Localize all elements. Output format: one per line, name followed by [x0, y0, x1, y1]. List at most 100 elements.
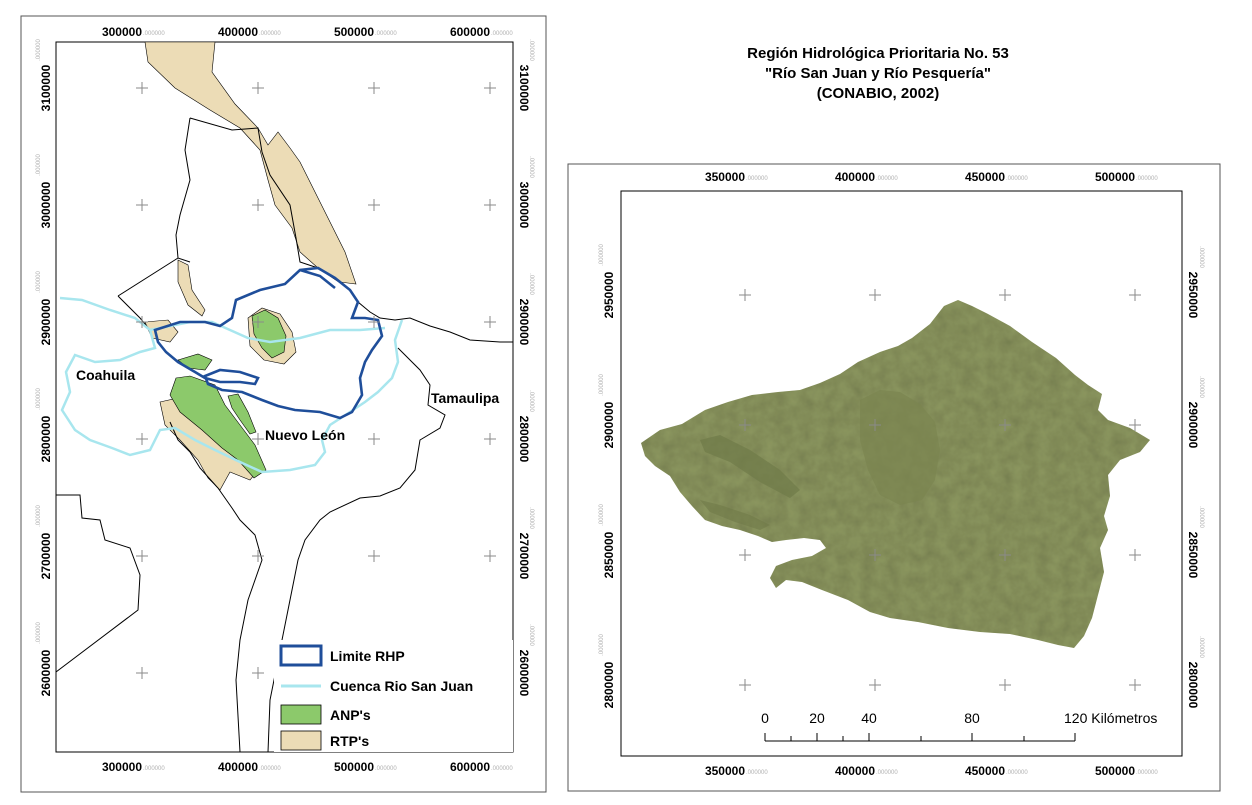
left-grid-crosses [136, 82, 496, 679]
right-side-ticks-west: 2950000 .000000 2900000 .000000 2850000 … [599, 244, 616, 709]
left-top-tick-label: 600000 [450, 25, 490, 39]
left-west-tick-decimal: .000000 [36, 39, 42, 61]
left-top-tick-label: 400000 [218, 25, 258, 39]
right-bottom-tick-label: 500000 [1095, 764, 1135, 778]
left-east-tick-label: 2800000 [517, 416, 531, 463]
right-bottom-tick-label: 450000 [965, 764, 1005, 778]
label-coahuila: Coahuila [76, 367, 135, 383]
left-top-tick-decimal: .000000 [375, 31, 397, 37]
left-west-tick-label: 2900000 [39, 298, 53, 345]
left-top-tick-decimal: .000000 [259, 31, 281, 37]
right-top-tick-decimal: .000000 [876, 176, 898, 182]
relief-ridge-west [700, 435, 800, 498]
scale-bar: 0 20 40 80 120 Kilómetros [761, 710, 1157, 742]
label-nuevo-leon: Nuevo León [265, 427, 345, 443]
map-title-line-1: Región Hidrológica Prioritaria No. 53 [747, 45, 1009, 62]
left-west-tick-label: 2700000 [39, 532, 53, 579]
limite-rhp-line [153, 266, 384, 420]
right-top-tick-decimal: .000000 [1006, 176, 1028, 182]
right-top-tick-label: 450000 [965, 170, 1005, 184]
left-bottom-tick-decimal: .000000 [259, 766, 281, 772]
label-tamaulipas: Tamaulipa [431, 390, 499, 406]
scale-label-120-km: 120 Kilómetros [1064, 710, 1157, 726]
legend-swatch-limite-rhp [279, 644, 323, 667]
left-bottom-ticks: 300000 .000000 400000 .000000 500000 .00… [102, 760, 513, 774]
right-east-tick-label: 2950000 [1186, 272, 1200, 319]
right-top-tick-label: 350000 [705, 170, 745, 184]
rtp-region-north [144, 42, 357, 285]
left-east-tick-label: 3000000 [517, 182, 531, 229]
right-bottom-tick-label: 400000 [835, 764, 875, 778]
left-bottom-tick-decimal: .000000 [491, 766, 513, 772]
scale-label-80: 80 [964, 710, 980, 726]
right-east-tick-decimal: .000000 [1198, 376, 1204, 398]
right-west-tick-decimal: .000000 [599, 374, 605, 396]
right-grid-crosses [739, 289, 1141, 691]
right-west-tick-label: 2950000 [602, 271, 616, 318]
left-east-tick-decimal: .000000 [528, 390, 534, 412]
left-east-tick-label: 2900000 [517, 299, 531, 346]
map-title-line-3: (CONABIO, 2002) [817, 85, 940, 102]
left-east-tick-decimal: .000000 [528, 507, 534, 529]
left-map: Coahuila Nuevo León Tamaulipa Limite RHP… [20, 15, 547, 793]
map-title-line-2: "Río San Juan y Río Pesquería" [765, 65, 991, 82]
right-top-ticks: 350000 .000000 400000 .000000 450000 .00… [705, 170, 1158, 184]
right-bottom-tick-decimal: .000000 [876, 770, 898, 776]
left-east-tick-decimal: .000000 [528, 624, 534, 646]
scale-label-0: 0 [761, 710, 769, 726]
right-east-tick-decimal: .000000 [1198, 636, 1204, 658]
rtp-region-west-small [177, 259, 206, 317]
right-east-tick-label: 2800000 [1186, 662, 1200, 709]
left-top-tick-label: 300000 [102, 25, 142, 39]
left-bottom-tick-label: 400000 [218, 760, 258, 774]
right-top-tick-label: 500000 [1095, 170, 1135, 184]
left-map-legend: Limite RHP Cuenca Rio San Juan ANP's RTP… [274, 640, 513, 752]
right-map-content: 0 20 40 80 120 Kilómetros [641, 289, 1157, 742]
legend-label-limite-rhp: Limite RHP [330, 648, 405, 664]
legend-swatch-anp [280, 704, 322, 725]
left-west-tick-label: 3000000 [39, 181, 53, 228]
left-bottom-tick-label: 600000 [450, 760, 490, 774]
left-top-tick-decimal: .000000 [143, 31, 165, 37]
left-bottom-tick-decimal: .000000 [143, 766, 165, 772]
relief-ridge-east [860, 390, 940, 505]
left-map-content: Coahuila Nuevo León Tamaulipa [56, 42, 513, 752]
left-top-tick-decimal: .000000 [491, 31, 513, 37]
right-east-tick-label: 2850000 [1186, 532, 1200, 579]
right-west-tick-label: 2900000 [602, 401, 616, 448]
right-bottom-tick-label: 350000 [705, 764, 745, 778]
right-bottom-tick-decimal: .000000 [1136, 770, 1158, 776]
left-side-ticks-east: 3100000 .000000 3000000 .000000 2900000 … [517, 39, 534, 697]
left-west-tick-decimal: .000000 [36, 154, 42, 176]
left-east-tick-label: 3100000 [517, 65, 531, 112]
right-top-tick-label: 400000 [835, 170, 875, 184]
left-west-tick-decimal: .000000 [36, 505, 42, 527]
right-top-tick-decimal: .000000 [746, 176, 768, 182]
left-bottom-tick-label: 500000 [334, 760, 374, 774]
left-west-tick-decimal: .000000 [36, 271, 42, 293]
right-east-tick-decimal: .000000 [1198, 246, 1204, 268]
left-west-tick-label: 2600000 [39, 649, 53, 696]
right-west-tick-decimal: .000000 [599, 634, 605, 656]
scale-label-40: 40 [861, 710, 877, 726]
left-east-tick-decimal: .000000 [528, 39, 534, 61]
right-top-tick-decimal: .000000 [1136, 176, 1158, 182]
left-east-tick-label: 2700000 [517, 533, 531, 580]
legend-swatch-rtp [280, 730, 322, 751]
left-east-tick-decimal: .000000 [528, 273, 534, 295]
left-west-tick-label: 3100000 [39, 64, 53, 111]
right-bottom-ticks: 350000 .000000 400000 .000000 450000 .00… [705, 764, 1158, 778]
relief-ridge-southwest [700, 500, 770, 530]
left-bottom-tick-label: 300000 [102, 760, 142, 774]
right-map: Región Hidrológica Prioritaria No. 53 "R… [567, 45, 1221, 792]
left-west-tick-label: 2800000 [39, 415, 53, 462]
legend-label-rtp: RTP's [330, 733, 369, 749]
left-east-tick-label: 2600000 [517, 650, 531, 697]
left-top-ticks: 300000 .000000 400000 .000000 500000 .00… [102, 25, 513, 39]
right-west-tick-decimal: .000000 [599, 244, 605, 266]
scale-label-20: 20 [809, 710, 825, 726]
left-bottom-tick-decimal: .000000 [375, 766, 397, 772]
right-west-tick-label: 2800000 [602, 661, 616, 708]
right-side-ticks-east: 2950000 .000000 2900000 .000000 2850000 … [1186, 246, 1204, 709]
